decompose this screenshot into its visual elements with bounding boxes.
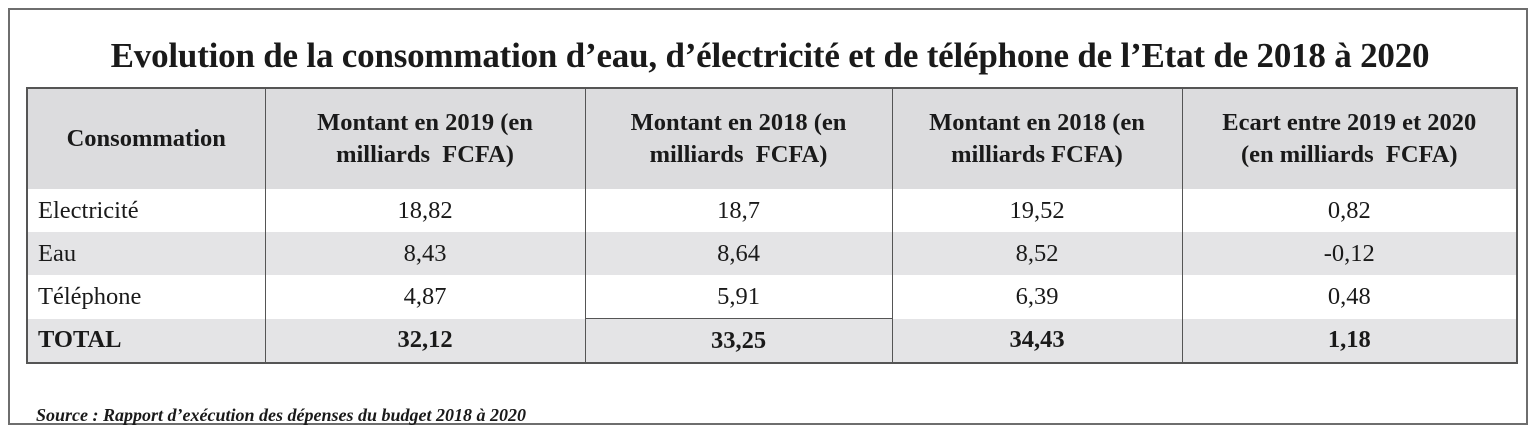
cell-value: 32,12	[264, 318, 585, 363]
table-frame: Evolution de la consommation d’eau, d’él…	[8, 8, 1528, 425]
row-label: TOTAL	[27, 318, 265, 363]
cell-value: 19,52	[891, 189, 1182, 232]
cell-value: -0,12	[1181, 232, 1517, 275]
source-note: Source : Rapport d’exécution des dépense…	[36, 405, 526, 425]
header-text: milliards FCFA)	[336, 141, 514, 168]
header-text: milliards FCFA)	[951, 141, 1123, 168]
table-row-eau: Eau 8,43 8,64 8,52 -0,12	[27, 232, 1517, 275]
row-label: Téléphone	[27, 275, 265, 319]
table-row-telephone: Téléphone 4,87 5,91 6,39 0,48	[27, 275, 1517, 319]
cell-value: 18,7	[584, 189, 892, 232]
cell-value: 5,91	[584, 275, 892, 319]
header-text: Montant en 2019 (en	[317, 109, 533, 136]
table-row-total: TOTAL 32,12 33,25 34,43 1,18	[27, 318, 1517, 363]
table-row-electricite: Electricité 18,82 18,7 19,52 0,82	[27, 189, 1517, 232]
header-text: Consommation	[66, 125, 226, 152]
header-text: (en milliards FCFA)	[1240, 141, 1458, 168]
cell-value: 34,43	[891, 318, 1182, 363]
header-montant-2018-a: Montant en 2018 (en milliards FCFA)	[584, 88, 892, 189]
header-montant-2019: Montant en 2019 (en milliards FCFA)	[264, 88, 585, 189]
row-label: Eau	[27, 232, 265, 275]
cell-value: 4,87	[264, 275, 585, 319]
table-header-row: Consommation Montant en 2019 (en milliar…	[27, 88, 1517, 189]
row-label: Electricité	[27, 189, 265, 232]
cell-value: 0,82	[1181, 189, 1517, 232]
header-text: Montant en 2018 (en	[929, 109, 1145, 136]
cell-value: 6,39	[891, 275, 1182, 319]
header-text: milliards FCFA)	[649, 141, 828, 168]
header-text: Montant en 2018 (en	[630, 109, 847, 136]
header-text: Ecart entre 2019 et 2020	[1222, 109, 1477, 136]
consumption-table: Consommation Montant en 2019 (en milliar…	[26, 87, 1518, 364]
cell-value: 1,18	[1181, 318, 1517, 363]
cell-value: 8,64	[584, 232, 892, 275]
cell-value: 18,82	[264, 189, 585, 232]
header-consommation: Consommation	[27, 88, 265, 189]
page-title: Evolution de la consommation d’eau, d’él…	[110, 36, 1430, 75]
header-montant-2018-b: Montant en 2018 (en milliards FCFA)	[891, 88, 1182, 189]
cell-value: 8,52	[891, 232, 1182, 275]
cell-value: 0,48	[1181, 275, 1517, 319]
cell-value: 33,25	[584, 318, 892, 363]
header-ecart: Ecart entre 2019 et 2020 (en milliards F…	[1181, 88, 1517, 189]
cell-value: 8,43	[264, 232, 585, 275]
